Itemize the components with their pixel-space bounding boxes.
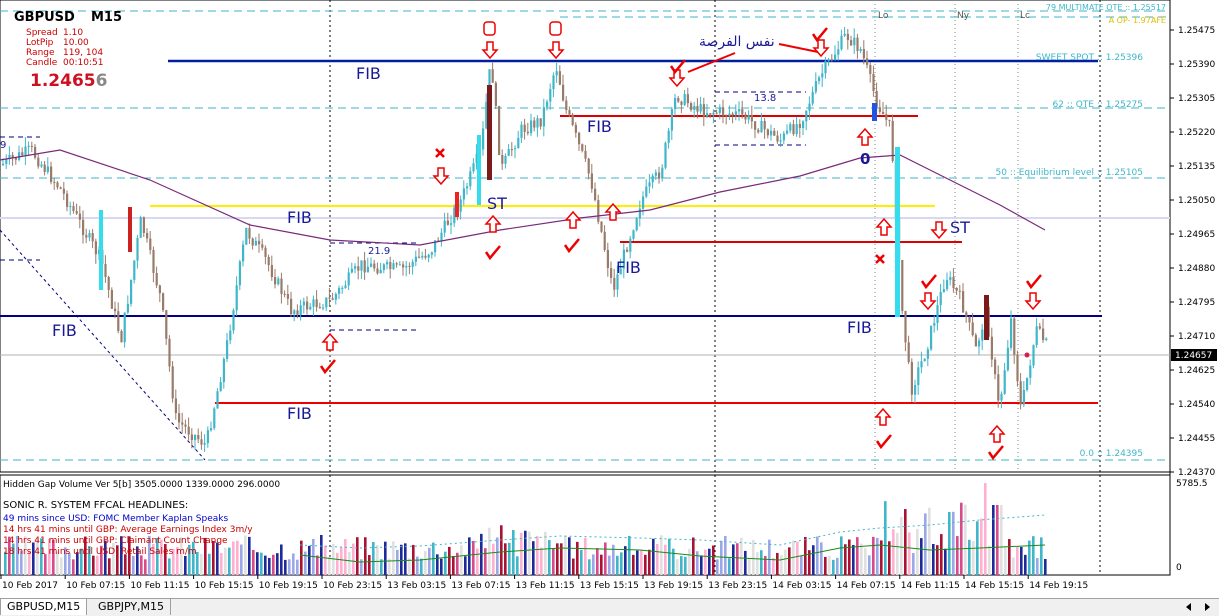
time-tick-label: 14 Feb 15:15	[965, 581, 1024, 591]
fib-label-1: FIB	[356, 64, 381, 83]
session-lc: Lc	[1020, 11, 1030, 21]
indicator-axis-bottom: 0	[1176, 563, 1182, 573]
level-sweet: SWEET SPOT :: 1.25396	[1036, 53, 1143, 63]
time-tick-label: 10 Feb 11:15	[130, 581, 189, 591]
fib-label-6: FIB	[847, 318, 872, 337]
price-tick-label: 1.24710	[1178, 332, 1215, 342]
fib-label-2: FIB	[587, 117, 612, 136]
note-arrow-right	[778, 43, 819, 53]
tab-scroll-arrows[interactable]	[1179, 599, 1219, 615]
time-tick-label: 10 Feb 07:15	[66, 581, 125, 591]
time-axis: 10 Feb 2017 10 Feb 07:15 10 Feb 11:15 10 Fe…	[0, 575, 1088, 591]
volume-histogram	[4, 483, 1047, 575]
cross-marks	[435, 148, 885, 264]
time-tick-label: 13 Feb 11:15	[516, 581, 575, 591]
price-tick-label: 1.25220	[1178, 128, 1215, 138]
last-price-dot	[1024, 352, 1030, 358]
chart-tabs: GBPUSD,M15 GBPJPY,M15	[0, 598, 1219, 616]
price-tick-label: 1.25050	[1178, 196, 1215, 206]
signal-markers	[321, 39, 1042, 443]
time-tick-label: 10 Feb 15:15	[195, 581, 254, 591]
price-tick-label: 1.25475	[1178, 26, 1215, 36]
session-separators	[329, 0, 1101, 575]
headline-item: 14 hrs 41 mins until GBP: Claimant Count…	[3, 536, 228, 546]
timeframe-label: M15	[91, 10, 122, 25]
tab-gbpjpy[interactable]: GBPJPY,M15	[92, 599, 172, 615]
time-tick-label: 10 Feb 23:15	[323, 581, 382, 591]
info-label-candle: Candle	[26, 58, 58, 68]
bid-price: 1.24656	[30, 71, 107, 91]
info-value-candle: 00:10:51	[63, 58, 103, 68]
zero-label: 0	[860, 150, 870, 168]
headline-item: 14 hrs 41 mins until GBP: Average Earnin…	[3, 525, 253, 535]
info-label-lotpip: LotPip	[26, 38, 54, 48]
time-tick-label: 14 Feb 11:15	[901, 581, 960, 591]
level-eq50: 50 :: Equilibrium level :: 1.25105	[996, 168, 1144, 178]
info-label-spread: Spread	[26, 28, 58, 38]
level-ote62: 62 :: OTE :: 1.25275	[1052, 100, 1143, 110]
signal-bars	[99, 85, 989, 340]
tab-scroll-left-icon	[1186, 603, 1191, 611]
symbol-label: GBPUSD	[14, 10, 75, 25]
range-label-9: 9	[0, 140, 6, 151]
range-label-138: 13.8	[754, 93, 776, 104]
price-tick-label: 1.25305	[1178, 94, 1215, 104]
thumb-icons	[483, 21, 562, 36]
info-value-spread: 1.10	[63, 28, 83, 38]
current-price-label: 1.24657	[1175, 351, 1212, 361]
time-tick-label: 13 Feb 03:15	[387, 581, 446, 591]
headline-item: 49 mins since USD: FOMC Member Kaplan Sp…	[3, 514, 228, 524]
fib-label-3: FIB	[287, 208, 312, 227]
check-marks	[319, 27, 1042, 461]
price-tick-label: 1.25390	[1178, 60, 1215, 70]
volume-band-line	[299, 514, 1046, 549]
range-label-219: 21.9	[368, 246, 390, 257]
time-tick-label: 10 Feb 19:15	[259, 581, 318, 591]
headlines-title: SONIC R. SYSTEM FFCAL HEADLINES:	[3, 500, 188, 511]
time-tick-label: 14 Feb 07:15	[837, 581, 896, 591]
fib-label-4: FIB	[616, 258, 641, 277]
level-opr: A OP- 1.97AFE	[1109, 16, 1166, 25]
st-label-1: ST	[487, 194, 507, 213]
session-lo: Lo	[878, 11, 889, 21]
fib-dashed-levels	[0, 10, 1170, 461]
price-chart[interactable]: GBPUSD M15 Spread LotPip Range Candle 1.…	[0, 0, 1219, 598]
time-tick-label: 14 Feb 03:15	[772, 581, 831, 591]
price-tick-label: 1.25135	[1178, 162, 1215, 172]
info-value-range: 119, 104	[63, 48, 103, 58]
info-value-lotpip: 10.00	[63, 38, 89, 48]
price-tick-label: 1.24625	[1178, 366, 1215, 376]
price-axis: 1.25475 1.25390 1.25305 1.25220 1.25135 1.250…	[1170, 26, 1215, 478]
time-tick-label: 13 Feb 15:15	[580, 581, 639, 591]
tab-gbpusd[interactable]: GBPUSD,M15	[0, 599, 88, 615]
price-tick-label: 1.24370	[1178, 468, 1215, 478]
level-ote79: 79 MULTIMATE OTE :: 1.25517	[1046, 3, 1166, 12]
current-price-marker	[1171, 349, 1217, 361]
tab-scroll-right-icon	[1205, 603, 1210, 611]
arabic-note: نفس الفرصة	[699, 34, 775, 50]
level-zero: 0.0 :: 1.24395	[1080, 449, 1143, 459]
price-tick-label: 1.24880	[1178, 264, 1215, 274]
price-tick-label: 1.24455	[1178, 434, 1215, 444]
time-tick-label: 13 Feb 19:15	[644, 581, 703, 591]
info-label-range: Range	[26, 48, 55, 58]
indicator-axis-top: 5785.5	[1176, 479, 1208, 489]
time-tick-label: 13 Feb 07:15	[451, 581, 510, 591]
st-label-2: ST	[950, 218, 970, 237]
main-chart-frame	[0, 0, 1171, 473]
session-ny: Ny	[957, 11, 970, 21]
fib-label-5: FIB	[52, 321, 77, 340]
price-tick-label: 1.24540	[1178, 400, 1215, 410]
volume-average-line	[299, 544, 1046, 563]
price-tick-label: 1.24965	[1178, 230, 1215, 240]
time-tick-label: 14 Feb 19:15	[1029, 581, 1088, 591]
note-arrow-left	[687, 52, 736, 73]
indicator-title: Hidden Gap Volume Ver 5[b] 3505.0000 133…	[3, 480, 280, 490]
candlesticks	[2, 26, 1048, 452]
time-tick-label: 13 Feb 23:15	[708, 581, 767, 591]
headline-item: 18 hrs 41 mins until USD: Retail Sales m…	[3, 547, 197, 557]
fib-label-7: FIB	[287, 404, 312, 423]
time-tick-label: 10 Feb 2017	[2, 581, 58, 591]
price-tick-label: 1.24795	[1178, 298, 1215, 308]
